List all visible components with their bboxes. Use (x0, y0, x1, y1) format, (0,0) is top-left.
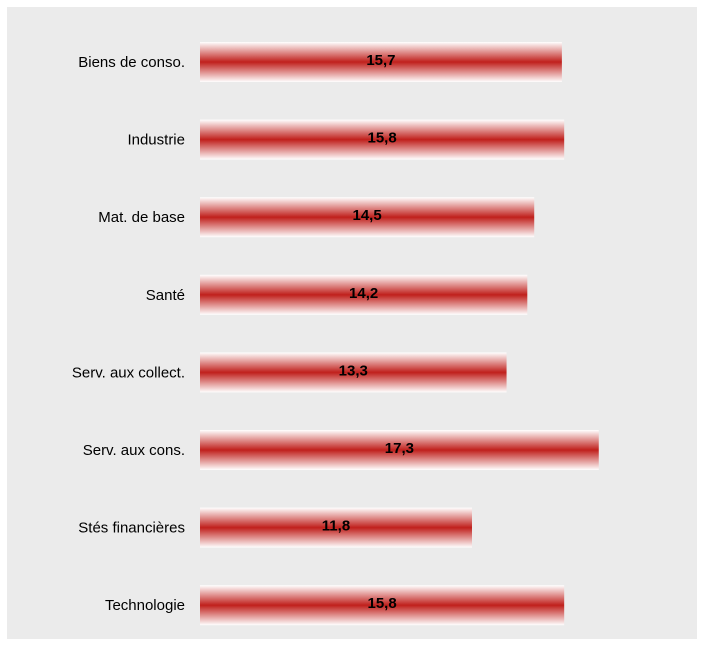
bar-1 (200, 119, 565, 160)
value-label-5: 17,3 (385, 440, 414, 457)
category-label-5: Serv. aux cons. (83, 442, 185, 459)
value-label-1: 15,8 (367, 130, 396, 147)
bar-2 (200, 197, 535, 238)
category-label-3: Santé (146, 287, 185, 304)
value-label-6: 11,8 (322, 518, 350, 535)
category-label-2: Mat. de base (98, 209, 185, 226)
category-label-1: Industrie (127, 132, 185, 149)
bar-5 (200, 430, 599, 470)
category-label-4: Serv. aux collect. (72, 364, 185, 381)
value-label-3: 14,2 (349, 285, 378, 302)
category-label-0: Biens de conso. (78, 54, 185, 71)
value-label-7: 15,8 (367, 595, 396, 612)
category-label-7: Technologie (105, 597, 185, 614)
bar-4 (200, 352, 507, 393)
value-label-4: 13,3 (339, 362, 368, 379)
bar-0 (200, 42, 562, 82)
bar-7 (200, 585, 565, 626)
value-label-0: 15,7 (366, 52, 395, 69)
bar-6 (200, 507, 472, 548)
category-label-6: Stés financières (78, 520, 185, 537)
bar-3 (200, 274, 528, 315)
value-label-2: 14,5 (353, 207, 382, 224)
